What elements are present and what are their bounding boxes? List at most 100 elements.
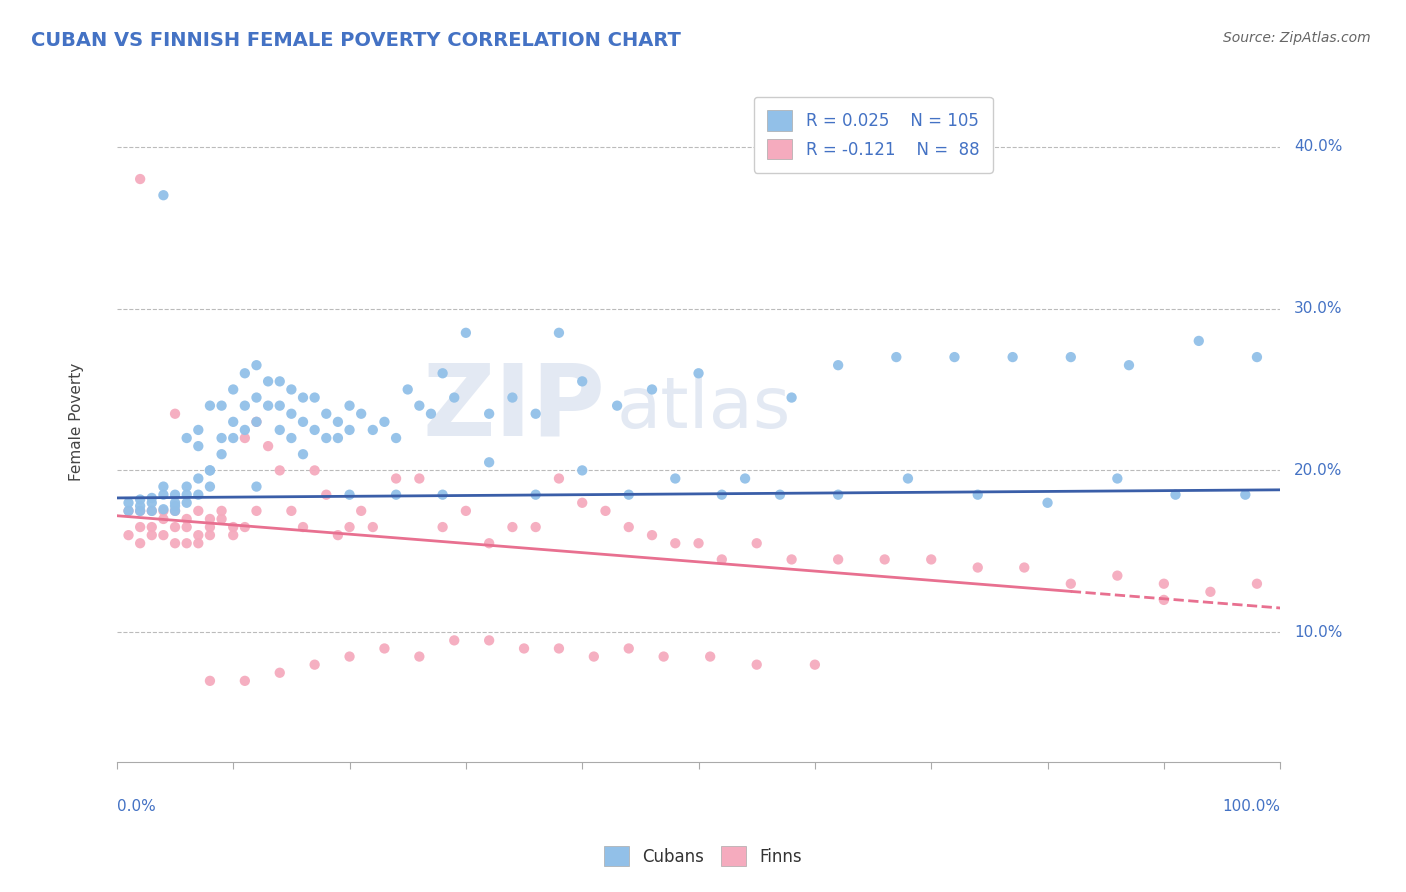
Point <box>873 552 896 566</box>
Point <box>664 471 686 485</box>
Point <box>443 633 465 648</box>
Point <box>198 480 221 494</box>
Point <box>269 399 291 413</box>
Point <box>245 480 267 494</box>
Point <box>233 520 256 534</box>
Point <box>339 423 361 437</box>
Point <box>257 375 280 389</box>
Point <box>408 471 430 485</box>
Point <box>187 471 209 485</box>
Point <box>245 391 267 405</box>
Text: 10.0%: 10.0% <box>1294 624 1343 640</box>
Point <box>211 504 233 518</box>
Point <box>141 528 163 542</box>
Point <box>141 496 163 510</box>
Text: 40.0%: 40.0% <box>1294 139 1343 154</box>
Point <box>432 366 454 380</box>
Point <box>408 399 430 413</box>
Text: Female Poverty: Female Poverty <box>69 363 84 481</box>
Point <box>827 552 849 566</box>
Point <box>432 488 454 502</box>
Point <box>198 512 221 526</box>
Point <box>1118 358 1140 372</box>
Point <box>326 431 349 445</box>
Point <box>211 447 233 461</box>
Point <box>396 383 419 397</box>
Point <box>222 528 245 542</box>
Point <box>478 407 501 421</box>
Point <box>1234 488 1257 502</box>
Point <box>1107 568 1129 582</box>
Text: 0.0%: 0.0% <box>117 799 156 814</box>
Point <box>163 520 186 534</box>
Point <box>548 641 571 656</box>
Point <box>222 431 245 445</box>
Point <box>187 536 209 550</box>
Point <box>884 350 907 364</box>
Point <box>233 399 256 413</box>
Point <box>141 520 163 534</box>
Point <box>198 673 221 688</box>
Point <box>1153 576 1175 591</box>
Point <box>198 528 221 542</box>
Point <box>211 399 233 413</box>
Point <box>966 560 988 574</box>
Point <box>1060 350 1083 364</box>
Point <box>827 488 849 502</box>
Point <box>198 399 221 413</box>
Point <box>745 536 768 550</box>
Point <box>524 488 547 502</box>
Point <box>163 504 186 518</box>
Point <box>129 504 152 518</box>
Point <box>315 431 337 445</box>
Point <box>943 350 966 364</box>
Point <box>780 552 803 566</box>
Point <box>339 399 361 413</box>
Point <box>304 463 326 477</box>
Point <box>141 504 163 518</box>
Point <box>804 657 827 672</box>
Point <box>513 641 536 656</box>
Point <box>688 366 710 380</box>
Point <box>920 552 942 566</box>
Point <box>304 391 326 405</box>
Point <box>664 536 686 550</box>
Point <box>163 488 186 502</box>
Point <box>617 641 640 656</box>
Point <box>385 471 408 485</box>
Point <box>966 488 988 502</box>
Point <box>187 504 209 518</box>
Point <box>211 431 233 445</box>
Point <box>187 423 209 437</box>
Point <box>280 431 302 445</box>
Point <box>292 447 315 461</box>
Point <box>222 383 245 397</box>
Point <box>152 512 174 526</box>
Point <box>198 463 221 477</box>
Point <box>1188 334 1211 348</box>
Point <box>152 488 174 502</box>
Point <box>292 391 315 405</box>
Point <box>582 649 605 664</box>
Point <box>233 423 256 437</box>
Point <box>571 496 593 510</box>
Text: atlas: atlas <box>617 374 792 442</box>
Point <box>339 488 361 502</box>
Point <box>420 407 443 421</box>
Point <box>176 488 198 502</box>
Point <box>385 488 408 502</box>
Point <box>257 399 280 413</box>
Point <box>897 471 920 485</box>
Point <box>141 504 163 518</box>
Point <box>548 326 571 340</box>
Point <box>257 439 280 453</box>
Point <box>780 391 803 405</box>
Point <box>269 665 291 680</box>
Point <box>292 520 315 534</box>
Point <box>269 375 291 389</box>
Text: ZIP: ZIP <box>423 359 606 457</box>
Point <box>233 431 256 445</box>
Point <box>745 657 768 672</box>
Point <box>385 431 408 445</box>
Point <box>501 391 523 405</box>
